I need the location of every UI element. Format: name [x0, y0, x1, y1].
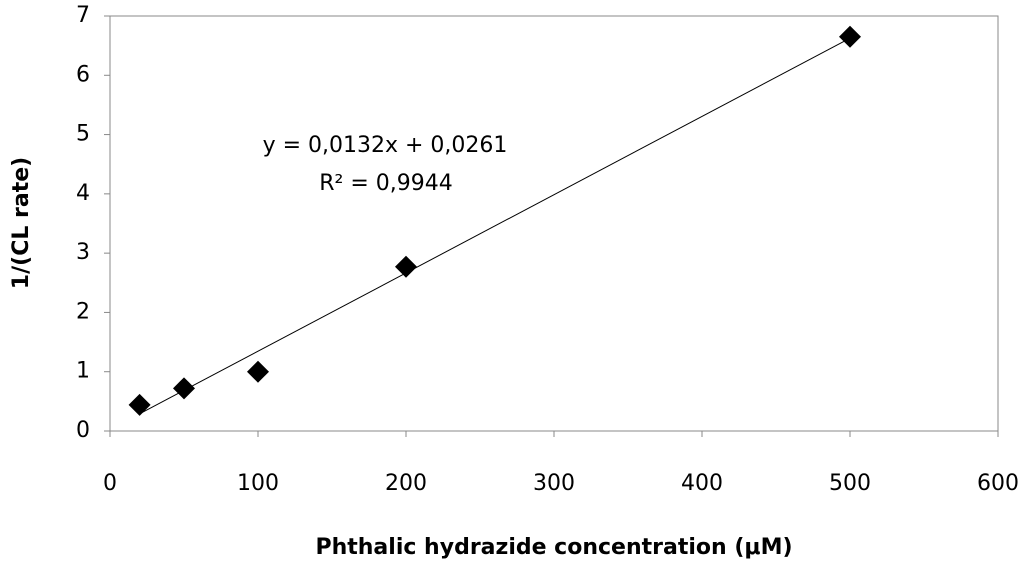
plot-frame: [109, 15, 999, 432]
x-tick-label: 300: [533, 471, 575, 496]
x-tick-label: 200: [385, 471, 427, 496]
x-tick-label: 400: [681, 471, 723, 496]
trendline-r2: R² = 0,9944: [319, 171, 453, 196]
y-tick-label: 5: [76, 122, 90, 147]
point: [839, 25, 861, 48]
point: [395, 255, 417, 278]
y-tick-label: 1: [76, 359, 90, 384]
y-tick-label: 3: [76, 240, 90, 265]
y-tick-label: 6: [76, 62, 90, 87]
x-tick-label: 100: [237, 471, 279, 496]
point: [173, 377, 195, 400]
x-tick-label: 500: [829, 471, 871, 496]
trendline: [139, 37, 851, 415]
y-axis-title: 1/(CL rate): [9, 157, 34, 289]
point: [128, 393, 151, 416]
y-tick-label: 7: [76, 3, 90, 28]
y-tick-label: 4: [76, 181, 90, 206]
x-tick-label: 600: [977, 471, 1019, 496]
x-tick-label: 0: [103, 471, 117, 496]
trendline-equation: y = 0,0132x + 0,0261: [263, 133, 508, 158]
point: [247, 360, 269, 383]
y-tick-label: 2: [76, 299, 90, 324]
y-tick-label: 0: [76, 418, 90, 443]
x-axis-title: Phthalic hydrazide concentration (μM): [315, 535, 792, 560]
